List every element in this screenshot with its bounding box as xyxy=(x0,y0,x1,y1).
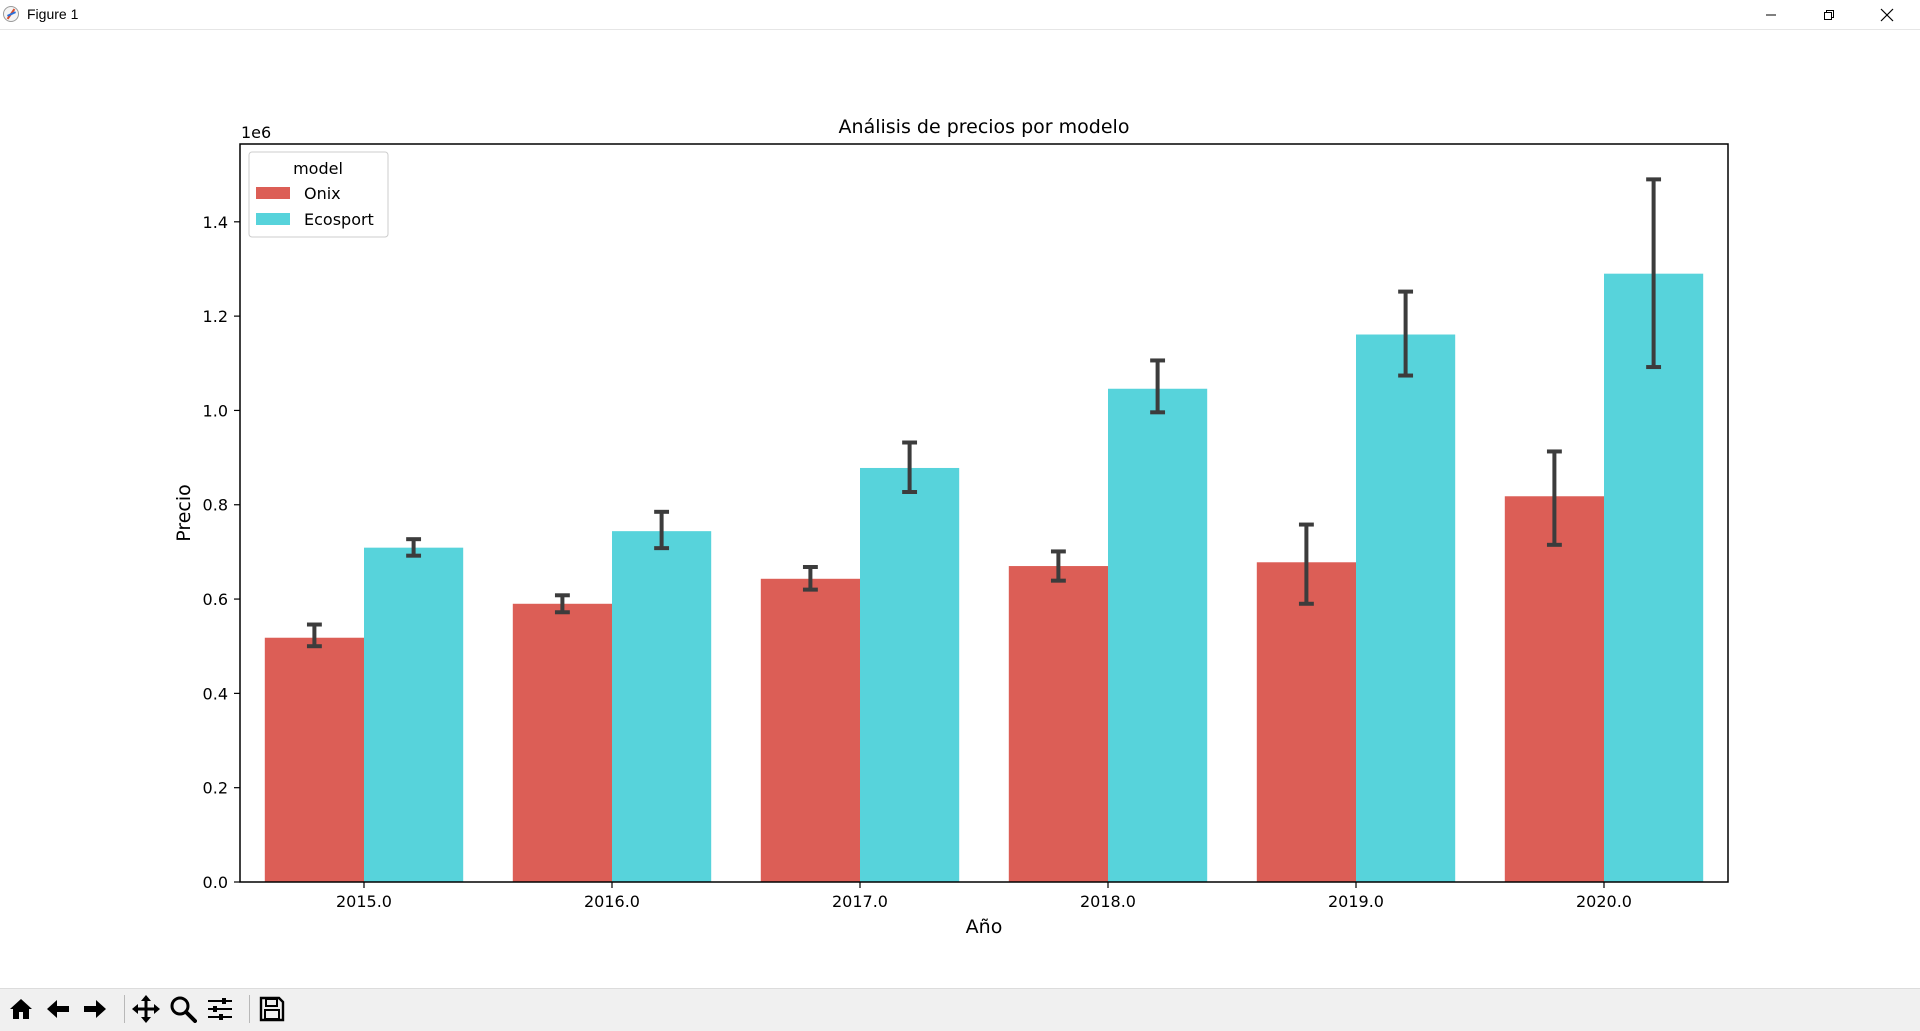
bar-ecosport-2019.0 xyxy=(1356,334,1456,882)
axes-frame xyxy=(239,143,1729,883)
pan-button[interactable] xyxy=(129,992,163,1026)
bar-onix-2017.0 xyxy=(760,578,860,882)
bar-ecosport-2020.0 xyxy=(1604,273,1704,882)
save-icon xyxy=(259,996,285,1022)
x-ticks-layer: 2015.0 2016.0 2017.0 2018.0 2019.0 2020.0 xyxy=(336,882,1632,911)
bars-layer xyxy=(264,273,1704,882)
x-tick-label: 2015.0 xyxy=(336,892,392,911)
restore-icon xyxy=(1824,9,1834,20)
minimize-icon xyxy=(1766,14,1776,15)
legend-title: model xyxy=(293,159,343,178)
close-button[interactable] xyxy=(1858,0,1916,29)
window-title: Figure 1 xyxy=(27,6,79,22)
bar-ecosport-2018.0 xyxy=(1108,388,1208,882)
bar-onix-2020.0 xyxy=(1504,496,1604,882)
bar-onix-2015.0 xyxy=(264,637,364,882)
x-tick-label: 2017.0 xyxy=(832,892,888,911)
bar-ecosport-2016.0 xyxy=(612,531,712,882)
configure-subplots-icon xyxy=(208,998,232,1020)
y-tick-label: 1.4 xyxy=(203,213,228,232)
toolbar-separator xyxy=(249,995,250,1023)
toolbar-separator xyxy=(124,995,125,1023)
legend-swatch-ecosport xyxy=(256,213,290,225)
home-icon xyxy=(10,999,32,1019)
y-tick-label: 0.4 xyxy=(203,684,228,703)
legend-swatch-onix xyxy=(256,187,290,199)
figure-canvas[interactable]: 0.0 0.2 0.4 0.6 0.8 1.0 1.2 1.4 2015.0 2016.0 201… xyxy=(0,30,1920,988)
x-tick-label: 2016.0 xyxy=(584,892,640,911)
legend-label-ecosport: Ecosport xyxy=(304,210,374,229)
y-tick-label: 0.8 xyxy=(203,496,228,515)
bar-ecosport-2017.0 xyxy=(860,467,960,882)
y-tick-label: 1.2 xyxy=(203,307,228,326)
bar-onix-2016.0 xyxy=(512,603,612,882)
zoom-icon xyxy=(170,996,197,1023)
back-arrow-icon xyxy=(47,1000,69,1018)
error-bars-layer xyxy=(306,177,1662,649)
y-tick-label: 0.0 xyxy=(203,873,228,892)
bar-onix-2019.0 xyxy=(1256,562,1356,882)
forward-arrow-icon xyxy=(84,1000,106,1018)
navigation-toolbar xyxy=(0,988,1920,1031)
bar-ecosport-2015.0 xyxy=(364,547,464,882)
minimize-button[interactable] xyxy=(1742,0,1800,29)
legend-label-onix: Onix xyxy=(304,184,341,203)
y-tick-label: 0.2 xyxy=(203,779,228,798)
y-scale-offset-label: 1e6 xyxy=(241,123,271,142)
y-axis-label: Precio xyxy=(173,484,195,542)
pan-icon xyxy=(132,995,160,1023)
y-tick-label: 0.6 xyxy=(203,590,228,609)
bar-chart: 0.00.20.40.60.81.01.21.4 2015.0 2016.0 201… xyxy=(173,116,1729,938)
restore-button[interactable] xyxy=(1800,0,1858,29)
bar-onix-2018.0 xyxy=(1008,566,1108,882)
y-ticks-layer: 0.0 0.2 0.4 0.6 0.8 1.0 1.2 1.4 xyxy=(203,213,240,892)
y-tick-label: 1.0 xyxy=(203,401,228,420)
chart-title: Análisis de precios por modelo xyxy=(839,116,1130,138)
matplotlib-app-icon xyxy=(3,6,19,22)
x-tick-label: 2020.0 xyxy=(1576,892,1632,911)
legend: model Onix Ecosport xyxy=(248,151,389,238)
x-axis-label: Año xyxy=(966,916,1003,938)
home-button[interactable] xyxy=(4,992,38,1026)
zoom-button[interactable] xyxy=(166,992,200,1026)
x-tick-label: 2019.0 xyxy=(1328,892,1384,911)
window-titlebar: Figure 1 xyxy=(0,0,1920,30)
configure-subplots-button[interactable] xyxy=(203,992,237,1026)
x-tick-label: 2018.0 xyxy=(1080,892,1136,911)
save-button[interactable] xyxy=(255,992,289,1026)
back-button[interactable] xyxy=(41,992,75,1026)
close-icon xyxy=(1880,8,1894,21)
forward-button[interactable] xyxy=(78,992,112,1026)
